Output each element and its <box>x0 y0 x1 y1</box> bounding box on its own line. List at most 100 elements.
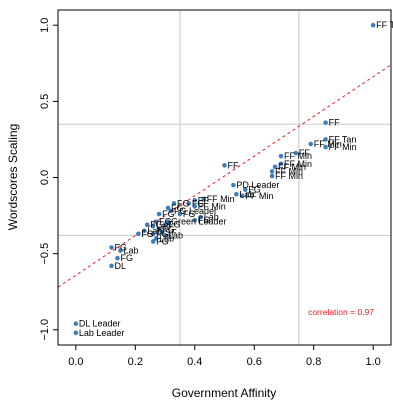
point-label-33: Lab <box>147 226 162 236</box>
y-tick-label-1: −0.5 <box>39 243 51 265</box>
y-tick-label-2: 0.0 <box>39 170 51 185</box>
point-label-12: PD Leader <box>236 180 279 190</box>
point-label-40: FG <box>115 243 128 253</box>
point-label-0: FF Taoiseach <box>376 20 393 30</box>
data-point-25 <box>198 214 204 220</box>
point-label-13: FG <box>248 185 261 195</box>
data-point-13 <box>243 187 248 192</box>
point-label-35: FG <box>141 229 154 239</box>
data-point-41 <box>118 248 123 253</box>
point-label-34: SF <box>165 227 177 237</box>
point-label-29: FG <box>168 220 181 230</box>
point-label-3: FF Min <box>314 139 342 149</box>
data-point-29 <box>162 222 168 228</box>
data-point-32 <box>156 226 162 232</box>
data-point-31 <box>150 223 156 229</box>
data-point-6 <box>278 153 284 159</box>
data-point-30 <box>144 222 150 228</box>
data-point-45 <box>73 330 79 336</box>
point-label-36: FG <box>156 229 169 239</box>
data-point-44 <box>73 321 79 326</box>
point-label-24: FG <box>183 209 196 219</box>
point-label-23: FG <box>162 209 175 219</box>
point-label-43: DL <box>115 261 127 271</box>
point-label-32: FG <box>162 224 175 234</box>
point-label-7: FF Min <box>284 159 312 169</box>
data-point-10 <box>269 173 275 179</box>
data-point-4 <box>323 144 328 150</box>
x-tick-label-2: 0.4 <box>187 356 202 368</box>
data-point-26 <box>192 217 198 223</box>
point-label-44: DL Leader <box>79 319 121 329</box>
gridlines <box>58 10 391 345</box>
point-label-19: FF Min <box>198 201 226 211</box>
point-label-42: FG <box>120 253 133 263</box>
data-point-19 <box>192 204 198 209</box>
point-label-22: FG Leader <box>174 206 217 216</box>
point-label-17: FF <box>198 195 209 205</box>
data-point-11 <box>222 163 227 168</box>
data-point-2 <box>323 137 328 142</box>
point-label-5: FF <box>299 148 310 158</box>
point-label-8: FF Min <box>278 162 306 172</box>
data-point-34 <box>159 230 165 235</box>
data-point-35 <box>135 231 141 237</box>
data-point-5 <box>293 150 299 156</box>
point-label-9: FF Min <box>275 166 303 176</box>
point-label-4: FF Min <box>329 142 357 152</box>
x-axis: 0.0 0.2 0.4 0.6 0.8 1.0 <box>68 345 381 368</box>
point-label-10: FF Min <box>275 171 303 181</box>
data-point-22 <box>168 208 174 214</box>
x-tick-label-3: 0.6 <box>247 356 262 368</box>
y-tick-label-0: −1.0 <box>39 319 51 341</box>
data-point-40 <box>109 245 114 250</box>
point-label-18: FG <box>192 198 205 208</box>
data-point-7 <box>278 161 284 167</box>
data-point-33 <box>141 228 147 234</box>
data-point-42 <box>115 255 120 261</box>
point-label-38: Lab <box>159 233 174 243</box>
point-label-11: FF <box>228 160 239 170</box>
data-point-21 <box>165 205 171 211</box>
y-tick-label-3: 0.5 <box>39 94 51 109</box>
point-label-20: FG <box>177 198 190 208</box>
point-label-41: Lab <box>123 246 138 256</box>
data-point-43 <box>109 263 114 269</box>
data-point-27 <box>153 219 159 224</box>
data-point-37 <box>162 233 168 238</box>
data-point-12 <box>231 182 236 188</box>
x-tick-label-0: 0.0 <box>68 356 83 368</box>
point-label-30: FG <box>150 220 163 230</box>
data-point-0 <box>370 22 376 28</box>
data-point-39 <box>150 239 156 244</box>
x-axis-title: Government Affinity <box>172 386 277 400</box>
data-point-8 <box>272 164 278 170</box>
point-label-39: FG <box>156 236 169 246</box>
data-points <box>73 22 376 336</box>
y-tick-label-4: 1.0 <box>39 18 51 33</box>
point-label-16: FF Min <box>207 194 235 204</box>
correlation-annotation: correlation = 0.97 <box>308 307 374 317</box>
data-point-14 <box>234 191 239 197</box>
y-axis: −1.0 −0.5 0.0 0.5 1.0 <box>39 18 58 341</box>
data-point-23 <box>156 211 162 217</box>
data-point-38 <box>153 236 159 241</box>
data-point-15 <box>240 193 245 199</box>
data-point-28 <box>165 219 171 224</box>
x-tick-label-1: 0.2 <box>128 356 143 368</box>
data-point-36 <box>150 231 156 237</box>
regression-line-group <box>58 64 391 288</box>
point-label-25: Lab <box>204 212 219 222</box>
regression-line <box>58 64 391 288</box>
x-tick-label-5: 1.0 <box>366 356 381 368</box>
data-point-16 <box>201 196 206 202</box>
data-point-3 <box>308 141 314 147</box>
data-point-18 <box>186 201 192 206</box>
data-point-17 <box>192 198 198 203</box>
point-label-27: FG <box>159 217 172 227</box>
point-label-15: FF Min <box>245 191 273 201</box>
point-label-1: FF <box>329 118 340 128</box>
y-axis-title: Wordscores Scaling <box>6 124 20 231</box>
